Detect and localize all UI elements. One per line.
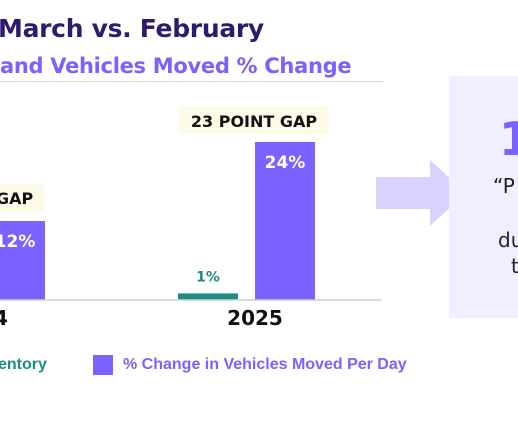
bar-vehicles-moved-0 bbox=[0, 221, 45, 300]
x-tick-label-0: 4 bbox=[0, 306, 8, 330]
legend-swatch-vehicles-moved bbox=[93, 355, 113, 375]
callout-box: 1 “P du t bbox=[449, 76, 518, 318]
legend-label-inventory: entory bbox=[0, 356, 47, 373]
bar-label-vehicles-moved-0: 12% bbox=[0, 232, 35, 252]
callout-quote-line-2: t bbox=[511, 254, 518, 278]
gap-annotation-box-1 bbox=[179, 106, 329, 134]
gap-annotation-0: GAP bbox=[0, 189, 34, 208]
bar-vehicles-moved-1 bbox=[255, 142, 315, 300]
gap-annotation-1: 23 POINT GAP bbox=[191, 112, 318, 131]
legend-item-vehicles-moved: % Change in Vehicles Moved Per Day bbox=[93, 352, 407, 378]
chart-title: March vs. February bbox=[0, 14, 264, 43]
callout-quote-line-0: “P bbox=[493, 174, 515, 198]
category-group-1: 23 POINT GAP 1% 24% 2025 bbox=[178, 106, 329, 330]
x-tick-label-1: 2025 bbox=[227, 306, 283, 330]
gap-annotation-box-0 bbox=[0, 184, 44, 212]
callout-big-number: 1 bbox=[499, 112, 518, 166]
category-group-0: GAP 12% 4 bbox=[0, 184, 45, 330]
bar-inventory-1 bbox=[178, 293, 238, 300]
callout-quote-line-1: du bbox=[498, 228, 518, 252]
legend-label-vehicles-moved: % Change in Vehicles Moved Per Day bbox=[123, 356, 407, 373]
chart-subtitle: and Vehicles Moved % Change bbox=[0, 54, 352, 78]
callout-arrow-icon bbox=[376, 160, 466, 226]
bar-label-inventory-1: 1% bbox=[196, 269, 220, 285]
bar-label-vehicles-moved-1: 24% bbox=[265, 153, 306, 173]
legend-item-inventory: entory bbox=[0, 352, 47, 378]
subtitle-divider bbox=[0, 81, 383, 82]
